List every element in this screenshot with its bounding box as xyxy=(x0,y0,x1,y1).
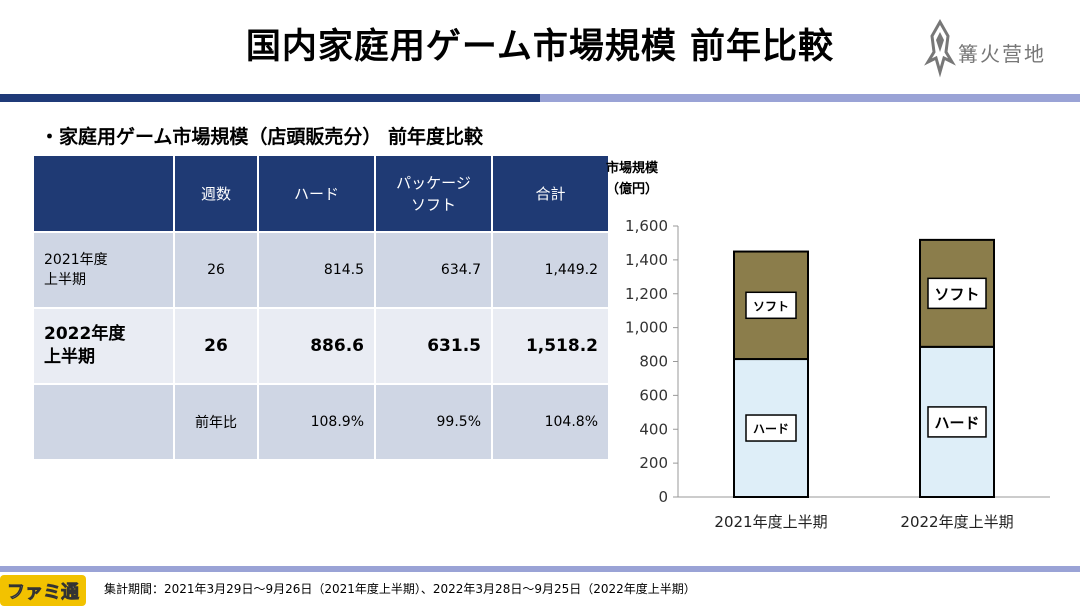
cell-hard: 886.6 xyxy=(257,307,376,385)
cell-total: 104.8% xyxy=(491,383,610,461)
x-tick-label: 2021年度上半期 xyxy=(714,513,827,531)
y-tick-label: 200 xyxy=(639,454,668,472)
header-cell xyxy=(32,154,175,233)
cell-weeks: 26 xyxy=(173,307,259,385)
y-tick-label: 0 xyxy=(658,488,668,506)
header-cell-soft: パッケージ ソフト xyxy=(374,154,493,233)
header-stripe xyxy=(0,94,1080,102)
header-cell-weeks: 週数 xyxy=(173,154,259,233)
y-axis-label: （億円） xyxy=(606,181,658,197)
bar-label-box xyxy=(927,277,987,310)
bar-series-label: ソフト xyxy=(934,285,979,303)
y-tick-label: 600 xyxy=(639,386,668,404)
cell-soft: 631.5 xyxy=(374,307,493,385)
table-row: 2021年度 上半期 26 814.5 634.7 1,449.2 xyxy=(32,231,610,309)
y-tick-label: 1,000 xyxy=(625,319,668,337)
brand-emblem-icon xyxy=(924,18,956,78)
header-cell-total: 合計 xyxy=(491,154,610,233)
y-tick-label: 400 xyxy=(639,420,668,438)
stacked-bar-chart: 市場規模 （億円） 0 200 400 600 800 1,000 1,200 1,400 1,60… xyxy=(606,160,1050,531)
bar-series-label: ソフト xyxy=(753,299,789,313)
market-table: 週数 ハード パッケージ ソフト 合計 2021年度 上半期 26 814.5 … xyxy=(32,154,610,461)
table-row: 2022年度 上半期 26 886.6 631.5 1,518.2 xyxy=(32,307,610,385)
header-stripe-accent xyxy=(0,94,540,102)
y-tick-label: 1,600 xyxy=(625,217,668,235)
bar-series-label: ハード xyxy=(934,414,979,432)
footer-stripe xyxy=(0,566,1080,572)
cell-hard: 108.9% xyxy=(257,383,376,461)
bar-label-box xyxy=(745,291,797,320)
table-row: 前年比 108.9% 99.5% 104.8% xyxy=(32,383,610,461)
header-cell-hard: ハード xyxy=(257,154,376,233)
famitsu-logo: ファミ通 xyxy=(0,575,86,606)
bar-series-label: ハード xyxy=(753,422,789,436)
brand-logo: 篝火营地 xyxy=(922,18,1072,78)
section-subtitle: ・家庭用ゲーム市場規模（店頭販売分） 前年度比較 xyxy=(40,126,484,148)
cell-weeks: 前年比 xyxy=(173,383,259,461)
y-tick-label: 1,400 xyxy=(625,251,668,269)
row-label xyxy=(32,383,175,461)
y-tick-label: 1,200 xyxy=(625,285,668,303)
bar-label-box xyxy=(745,414,797,442)
x-tick-label: 2022年度上半期 xyxy=(900,513,1013,531)
famitsu-logo-text: ファミ通 xyxy=(7,582,79,603)
page-title: 国内家庭用ゲーム市場規模 前年比較 xyxy=(245,27,835,67)
brand-name: 篝火营地 xyxy=(958,42,1046,66)
y-tick-label: 800 xyxy=(639,353,668,371)
cell-total: 1,518.2 xyxy=(491,307,610,385)
row-label: 2021年度 上半期 xyxy=(32,231,175,309)
footnote: 集計期間：2021年3月29日～9月26日（2021年度上半期）、2022年3月… xyxy=(104,582,696,596)
cell-soft: 634.7 xyxy=(374,231,493,309)
cell-soft: 99.5% xyxy=(374,383,493,461)
row-label: 2022年度 上半期 xyxy=(32,307,175,385)
cell-hard: 814.5 xyxy=(257,231,376,309)
cell-total: 1,449.2 xyxy=(491,231,610,309)
table-header-row: 週数 ハード パッケージ ソフト 合計 xyxy=(32,154,610,233)
y-axis-label: 市場規模 xyxy=(606,160,659,176)
bar-label-box xyxy=(927,406,987,438)
cell-weeks: 26 xyxy=(173,231,259,309)
